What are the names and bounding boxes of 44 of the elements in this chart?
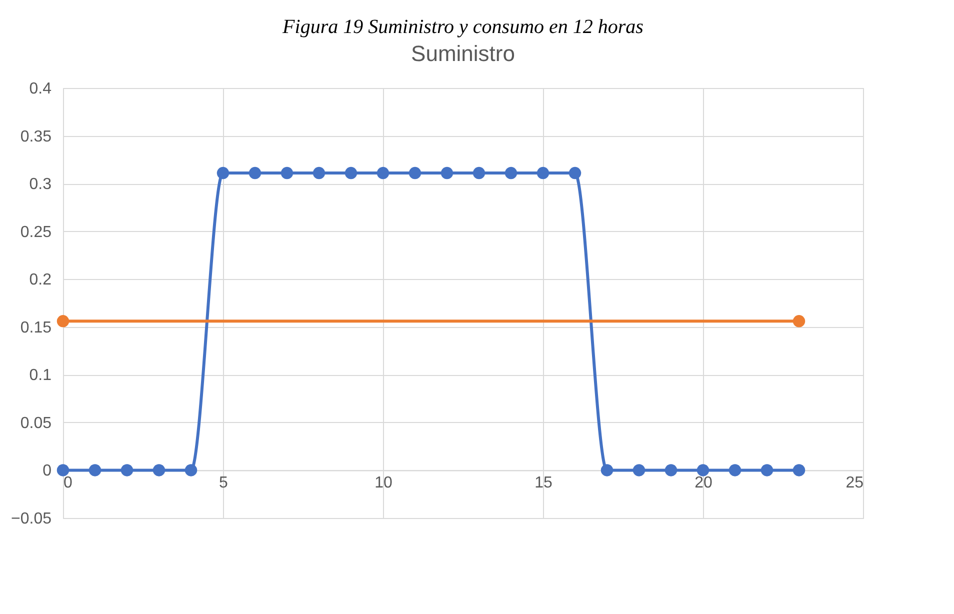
- point: [344, 166, 358, 180]
- y-tick-label: 0.2: [29, 272, 52, 289]
- point: [216, 166, 230, 180]
- point: [504, 166, 518, 180]
- point: [536, 166, 550, 180]
- y-tick-label: 0: [42, 462, 52, 480]
- x-tick-label: 10: [374, 474, 392, 492]
- point: [408, 166, 422, 180]
- x-tick-label: 25: [846, 474, 864, 492]
- point: [792, 315, 806, 328]
- point: [280, 166, 294, 180]
- text: Figura 19 Suministro y consumo en 12 horas: [282, 16, 644, 38]
- point: [312, 166, 326, 180]
- point: [376, 166, 390, 180]
- point: [120, 464, 134, 476]
- point: [760, 464, 774, 476]
- chart-title: Suministro: [411, 41, 515, 66]
- point: [792, 464, 806, 476]
- point: [696, 464, 710, 476]
- point: [152, 464, 166, 476]
- point: [184, 464, 198, 476]
- x-tick-label: 5: [219, 474, 228, 492]
- point: [664, 464, 678, 476]
- y-tick-label: 0.1: [29, 367, 52, 384]
- point: [248, 166, 262, 180]
- y-tick-label: 0.4: [29, 80, 52, 98]
- y-tick-label: −0.05: [11, 510, 52, 528]
- point: [632, 464, 646, 476]
- x-tick-label: 15: [534, 474, 552, 492]
- point: [568, 166, 582, 180]
- y-tick-label: 0.15: [20, 319, 52, 336]
- point: [56, 464, 70, 476]
- point: [600, 464, 614, 476]
- y-tick-label: 0.25: [20, 224, 52, 241]
- y-tick-label: 0.3: [29, 176, 52, 194]
- x-tick-label: 0: [64, 474, 72, 492]
- point: [728, 464, 742, 476]
- point: [440, 166, 454, 180]
- point: [472, 166, 486, 180]
- y-tick-label: 0.05: [20, 414, 52, 432]
- x-tick-label: 20: [694, 474, 712, 492]
- y-tick-label: 0.35: [20, 128, 52, 146]
- point: [88, 464, 102, 476]
- point: [56, 315, 70, 328]
